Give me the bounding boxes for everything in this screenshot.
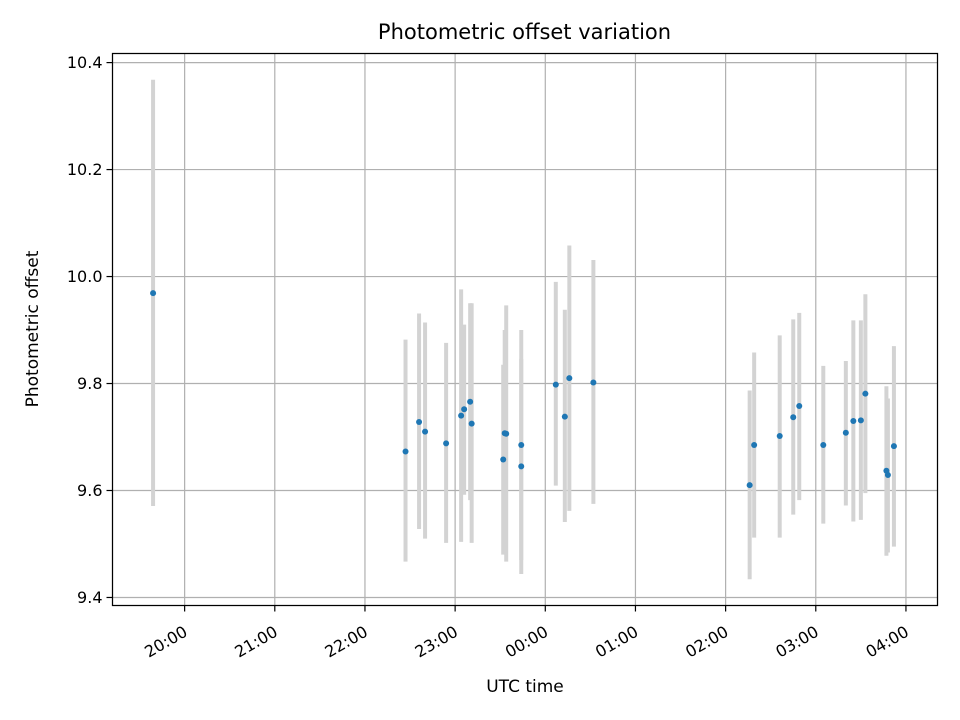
data-point xyxy=(566,375,573,382)
data-point xyxy=(458,412,465,419)
data-point xyxy=(561,413,568,420)
data-point xyxy=(467,398,474,405)
data-points xyxy=(150,290,897,489)
data-point xyxy=(468,420,475,427)
y-tick-label: 10.0 xyxy=(67,267,103,286)
y-tick-label: 9.6 xyxy=(77,481,102,500)
plot-frame xyxy=(111,52,939,607)
data-point xyxy=(518,442,525,449)
data-point xyxy=(590,379,597,386)
data-point xyxy=(500,456,507,463)
data-point xyxy=(422,428,429,435)
data-point xyxy=(402,448,409,455)
y-tick-label: 9.8 xyxy=(77,374,102,393)
data-point xyxy=(746,482,753,489)
data-point xyxy=(503,430,510,437)
data-point xyxy=(751,442,758,449)
data-point xyxy=(461,406,468,413)
x-axis-label: UTC time xyxy=(486,677,564,697)
chart-title: Photometric offset variation xyxy=(378,20,671,44)
data-point xyxy=(416,419,423,426)
data-point xyxy=(857,417,864,424)
data-point xyxy=(796,402,803,409)
y-tick-label: 10.2 xyxy=(67,160,103,179)
data-point xyxy=(820,442,827,449)
data-point xyxy=(518,463,525,470)
data-point xyxy=(884,471,891,478)
data-point xyxy=(150,290,157,297)
data-point xyxy=(842,429,849,436)
data-point xyxy=(552,381,559,388)
data-point xyxy=(790,414,797,421)
data-point xyxy=(776,432,783,439)
y-tick-label: 9.4 xyxy=(77,588,102,607)
data-point xyxy=(890,443,897,450)
data-point xyxy=(443,440,450,447)
data-point xyxy=(850,417,857,424)
y-axis-ticks: 9.4 9.6 9.8 10.0 10.2 10.4 xyxy=(67,53,113,607)
data-point xyxy=(862,390,869,397)
y-tick-label: 10.4 xyxy=(67,53,103,72)
y-axis-label: Photometric offset xyxy=(23,250,43,407)
